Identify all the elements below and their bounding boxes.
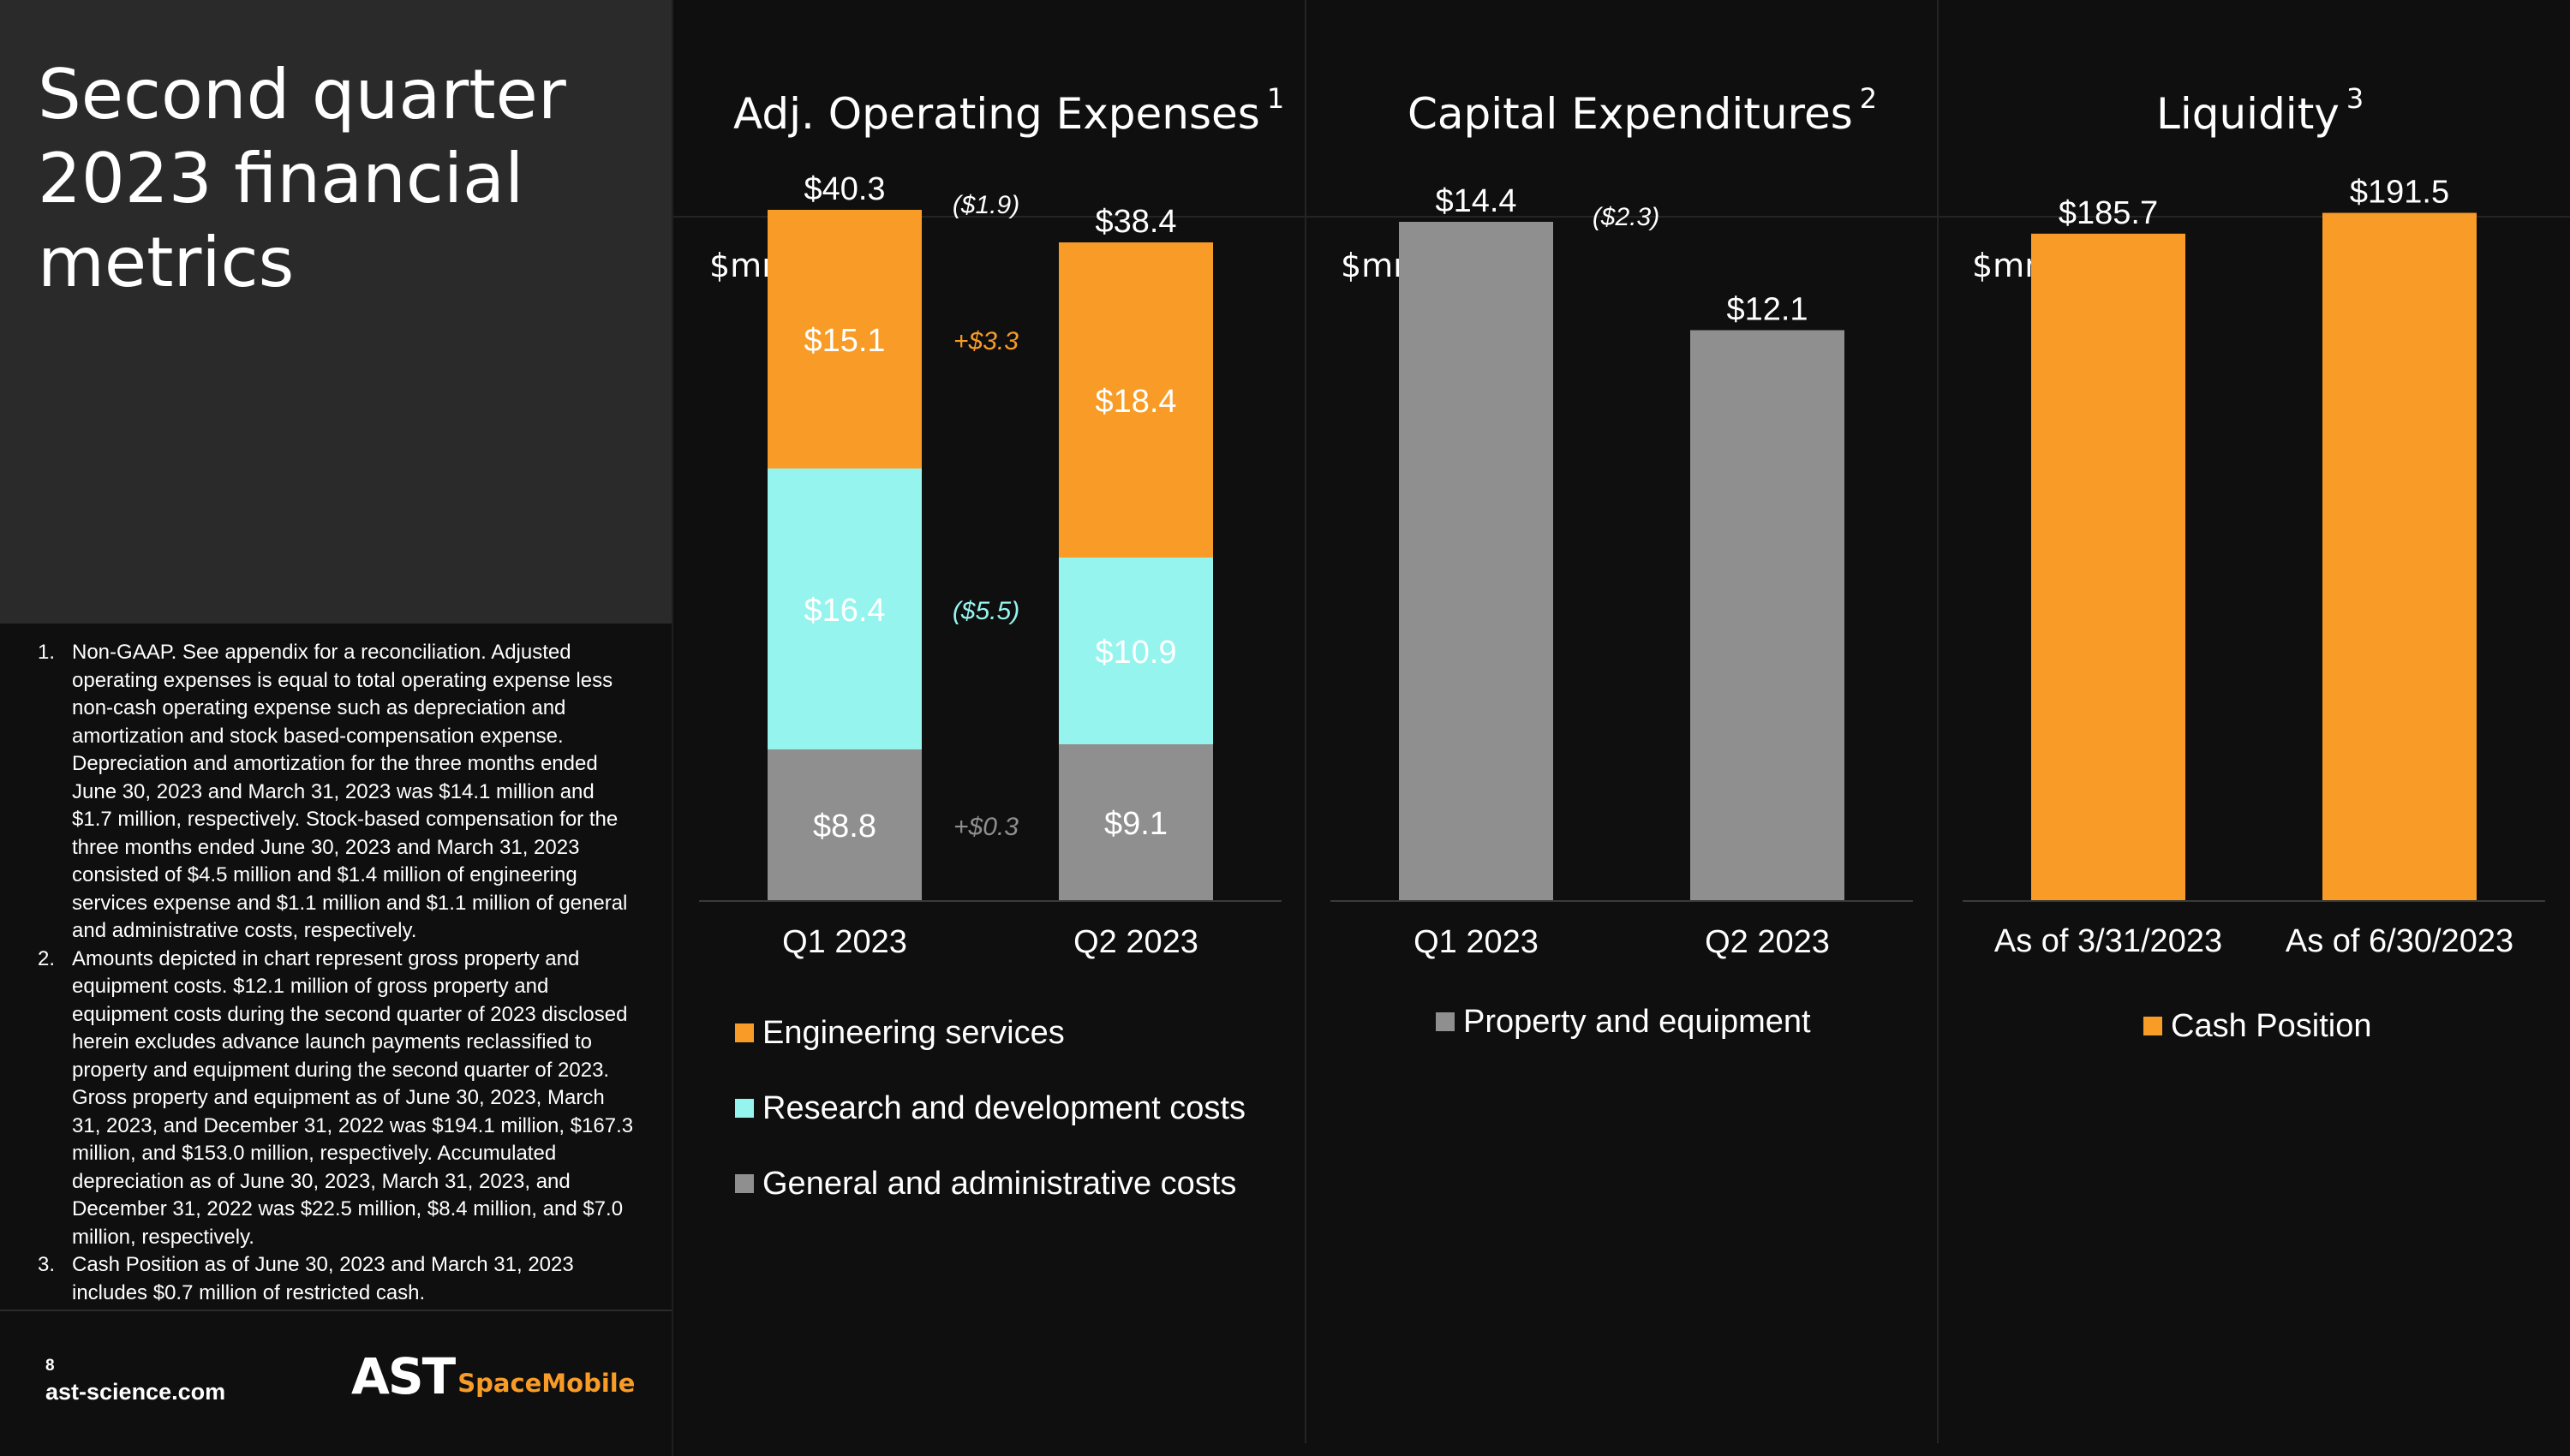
column-divider	[1305, 0, 1306, 1443]
value-label: $12.1	[1726, 292, 1808, 328]
segment-label: $9.1	[1104, 806, 1168, 842]
bar-segment	[2322, 212, 2477, 900]
footnote-text: Cash Position as of June 30, 2023 and Ma…	[72, 1253, 574, 1304]
segment-label: $8.8	[813, 809, 876, 844]
chart-title-liquidity: Liquidity 3	[2156, 82, 2364, 139]
legend-swatch	[1436, 1012, 1455, 1031]
total-label: $40.3	[804, 171, 885, 207]
logo-subtitle: SpaceMobile	[457, 1369, 636, 1398]
header-divider	[673, 216, 2570, 218]
legend-label: Research and development costs	[762, 1089, 1246, 1126]
bar-segment	[1399, 222, 1553, 900]
chart-title-capex: Capital Expenditures 2	[1408, 82, 1877, 139]
value-label: $191.5	[2350, 175, 2449, 211]
legend-liquidity: Cash Position	[2143, 988, 2371, 1064]
logo-wordmark: AST	[351, 1347, 456, 1405]
category-label: Q1 2023	[1414, 924, 1539, 960]
legend-item: Research and development costs	[735, 1071, 1246, 1146]
chart-title-text: Liquidity	[2156, 89, 2340, 139]
chart-title-text: Adj. Operating Expenses	[733, 89, 1260, 139]
footnote-ref: 3	[2346, 82, 2364, 115]
bar-segment	[768, 210, 922, 468]
bar-segment	[768, 468, 922, 749]
legend-swatch	[735, 1174, 754, 1193]
segment-label: $15.1	[804, 323, 885, 359]
title-box: Second quarter 2023 financial metrics	[0, 0, 673, 624]
category-label: Q1 2023	[782, 924, 907, 960]
legend-item: Cash Position	[2143, 988, 2371, 1064]
left-panel: Second quarter 2023 financial metrics 1.…	[0, 0, 673, 1456]
legend-label: General and administrative costs	[762, 1165, 1237, 1202]
footnote-text: Amounts depicted in chart represent gros…	[72, 946, 634, 1249]
change-annotation: +$0.3	[953, 813, 1019, 841]
legend-item: Engineering services	[735, 995, 1246, 1071]
panel-divider	[672, 0, 673, 1456]
footnote-number: 1.	[38, 641, 56, 664]
legend-item: General and administrative costs	[735, 1146, 1246, 1221]
bar-segment	[1690, 330, 1844, 900]
change-annotation: ($1.9)	[953, 191, 1019, 219]
legend-capex: Property and equipment	[1436, 984, 1811, 1059]
footnote-2: 2. Amounts depicted in chart represent gr…	[38, 946, 637, 1252]
legend-swatch	[2143, 1017, 2162, 1035]
value-label: $14.4	[1435, 183, 1516, 219]
footnote-3: 3. Cash Position as of June 30, 2023 and …	[38, 1251, 637, 1307]
legend-label: Engineering services	[762, 1014, 1065, 1051]
legend-swatch	[735, 1023, 754, 1042]
category-label: As of 3/31/2023	[1994, 923, 2222, 959]
bar-segment	[1059, 744, 1213, 900]
category-label: Q2 2023	[1705, 924, 1830, 960]
website-link[interactable]: ast-science.com	[45, 1379, 226, 1405]
category-label: Q2 2023	[1073, 924, 1198, 960]
footer-divider	[0, 1310, 673, 1311]
total-label: $38.4	[1095, 204, 1176, 240]
page-title: Second quarter 2023 financial metrics	[38, 55, 566, 302]
legend-label: Cash Position	[2171, 1007, 2372, 1044]
footnote-number: 2.	[38, 946, 56, 970]
company-logo: AST SpaceMobile	[351, 1352, 635, 1401]
value-label: $185.7	[2059, 195, 2158, 231]
bar-segment	[1059, 558, 1213, 744]
chart-title-text: Capital Expenditures	[1408, 89, 1853, 139]
chart-title-opex: Adj. Operating Expenses 1	[733, 82, 1284, 139]
bar-segment	[2031, 233, 2185, 900]
footnote-1: 1. Non-GAAP. See appendix for a reconcili…	[38, 639, 637, 946]
segment-label: $10.9	[1095, 635, 1176, 671]
category-label: As of 6/30/2023	[2286, 923, 2513, 959]
change-annotation: +$3.3	[953, 327, 1019, 355]
change-annotation: ($5.5)	[953, 597, 1019, 625]
legend-opex: Engineering services Research and develop…	[735, 995, 1246, 1221]
footnote-number: 3.	[38, 1253, 56, 1276]
segment-label: $18.4	[1095, 384, 1176, 420]
bar-segment	[1059, 242, 1213, 558]
legend-swatch	[735, 1099, 754, 1118]
change-annotation: ($2.3)	[1593, 203, 1659, 231]
footnote-ref: 1	[1266, 82, 1285, 115]
page-number: 8	[45, 1357, 55, 1375]
legend-item: Property and equipment	[1436, 984, 1811, 1059]
footnote-text: Non-GAAP. See appendix for a reconciliat…	[72, 641, 628, 942]
segment-label: $16.4	[804, 593, 885, 629]
bar-segment	[768, 749, 922, 900]
column-divider	[1937, 0, 1939, 1443]
footnote-ref: 2	[1859, 82, 1878, 115]
legend-label: Property and equipment	[1463, 1003, 1811, 1040]
footnotes: 1. Non-GAAP. See appendix for a reconcili…	[38, 639, 637, 1307]
